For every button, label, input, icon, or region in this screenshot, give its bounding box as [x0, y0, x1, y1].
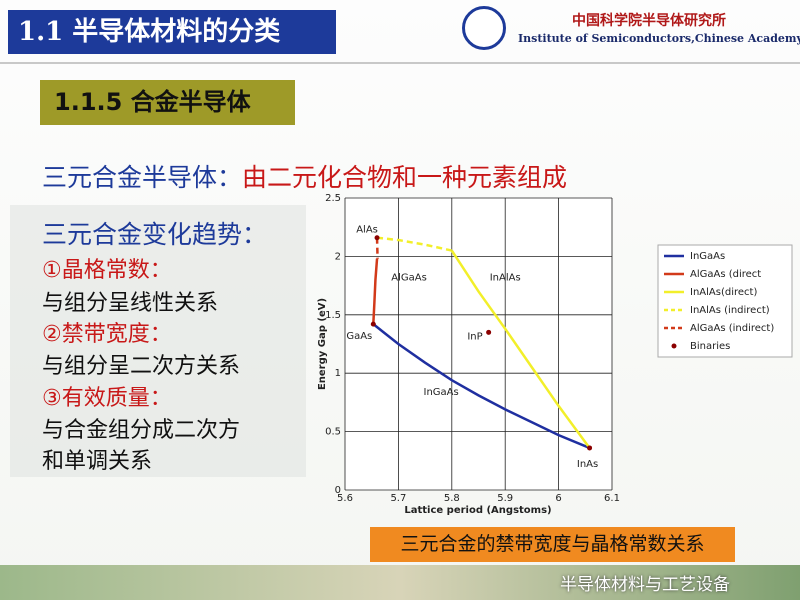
legend-label: InGaAs: [690, 251, 725, 262]
x-tick-label: 5.7: [390, 493, 406, 504]
legend-label: Binaries: [690, 341, 730, 352]
y-tick-label: 0.5: [325, 427, 341, 438]
point-label: AlAs: [356, 225, 378, 236]
institute-cn: 中国科学院半导体研究所: [572, 13, 726, 29]
content-line: 与合金组分成二次方: [42, 418, 241, 443]
annotation: AlGaAs: [391, 272, 427, 283]
y-axis-title: Energy Gap (eV): [317, 298, 328, 390]
intro-label: 三元合金半导体：: [42, 163, 243, 192]
point-label: GaAs: [346, 331, 372, 342]
x-tick-label: 6.1: [604, 493, 620, 504]
section-title: 1.1.5 合金半导体: [40, 80, 295, 125]
chart: Lattice period (Angstoms) Energy Gap (eV…: [317, 193, 793, 516]
point-label: InAs: [577, 459, 598, 470]
content-box: [10, 205, 306, 477]
x-tick-label: 5.8: [444, 493, 460, 504]
watermark: 半导体材料与工艺设备: [560, 575, 730, 595]
legend-label: InAlAs (indirect): [690, 305, 770, 316]
point-label: InP: [467, 331, 482, 342]
x-tick-label: 5.9: [497, 493, 513, 504]
x-axis-title: Lattice period (Angstoms): [404, 505, 551, 516]
x-tick-label: 6: [555, 493, 561, 504]
series-line: [450, 249, 591, 449]
y-tick-label: 2.5: [325, 193, 341, 204]
y-tick-label: 1.5: [325, 310, 341, 321]
binary-point: [370, 321, 376, 327]
divider: [0, 62, 800, 64]
annotation: InAlAs: [490, 272, 521, 283]
plot-area: [345, 198, 612, 490]
annotation: InGaAs: [424, 387, 459, 398]
intro-text: 由二元化合物和一种元素组成: [242, 163, 568, 192]
y-tick-label: 2: [335, 251, 341, 262]
series-line: [375, 237, 379, 259]
content-line: 和单调关系: [42, 449, 153, 474]
content-line: ①晶格常数：: [42, 258, 172, 283]
intro: 三元合金半导体：由二元化合物和一种元素组成: [42, 158, 567, 194]
y-tick-label: 0: [335, 485, 341, 496]
slide-title: 1.1 半导体材料的分类: [8, 10, 336, 54]
series-line: [372, 258, 379, 325]
content-line: ②禁带宽度：: [42, 322, 172, 347]
logo: [462, 6, 506, 50]
footer-strip: [0, 565, 800, 600]
binary-point: [587, 445, 593, 451]
x-tick-label: 5.6: [337, 493, 353, 504]
content-line: 与组分呈二次方关系: [42, 354, 241, 379]
legend-marker: [671, 343, 677, 349]
content-line: ③有效质量：: [42, 386, 172, 411]
caption: 三元合金的禁带宽度与晶格常数关系: [370, 527, 735, 562]
content-line: 与组分呈线性关系: [42, 291, 219, 316]
series-line: [376, 236, 453, 252]
institute-en: Institute of Semiconductors,Chinese Acad…: [518, 32, 800, 45]
binary-point: [374, 235, 380, 241]
legend-label: AlGaAs (indirect): [690, 323, 774, 334]
legend-box: [657, 244, 793, 358]
binary-point: [486, 329, 492, 335]
series-line: [372, 323, 591, 450]
content-line: 三元合金变化趋势：: [42, 220, 268, 249]
legend-label: InAlAs(direct): [690, 287, 757, 298]
legend-label: AlGaAs (direct: [690, 269, 761, 280]
y-tick-label: 1: [335, 368, 341, 379]
